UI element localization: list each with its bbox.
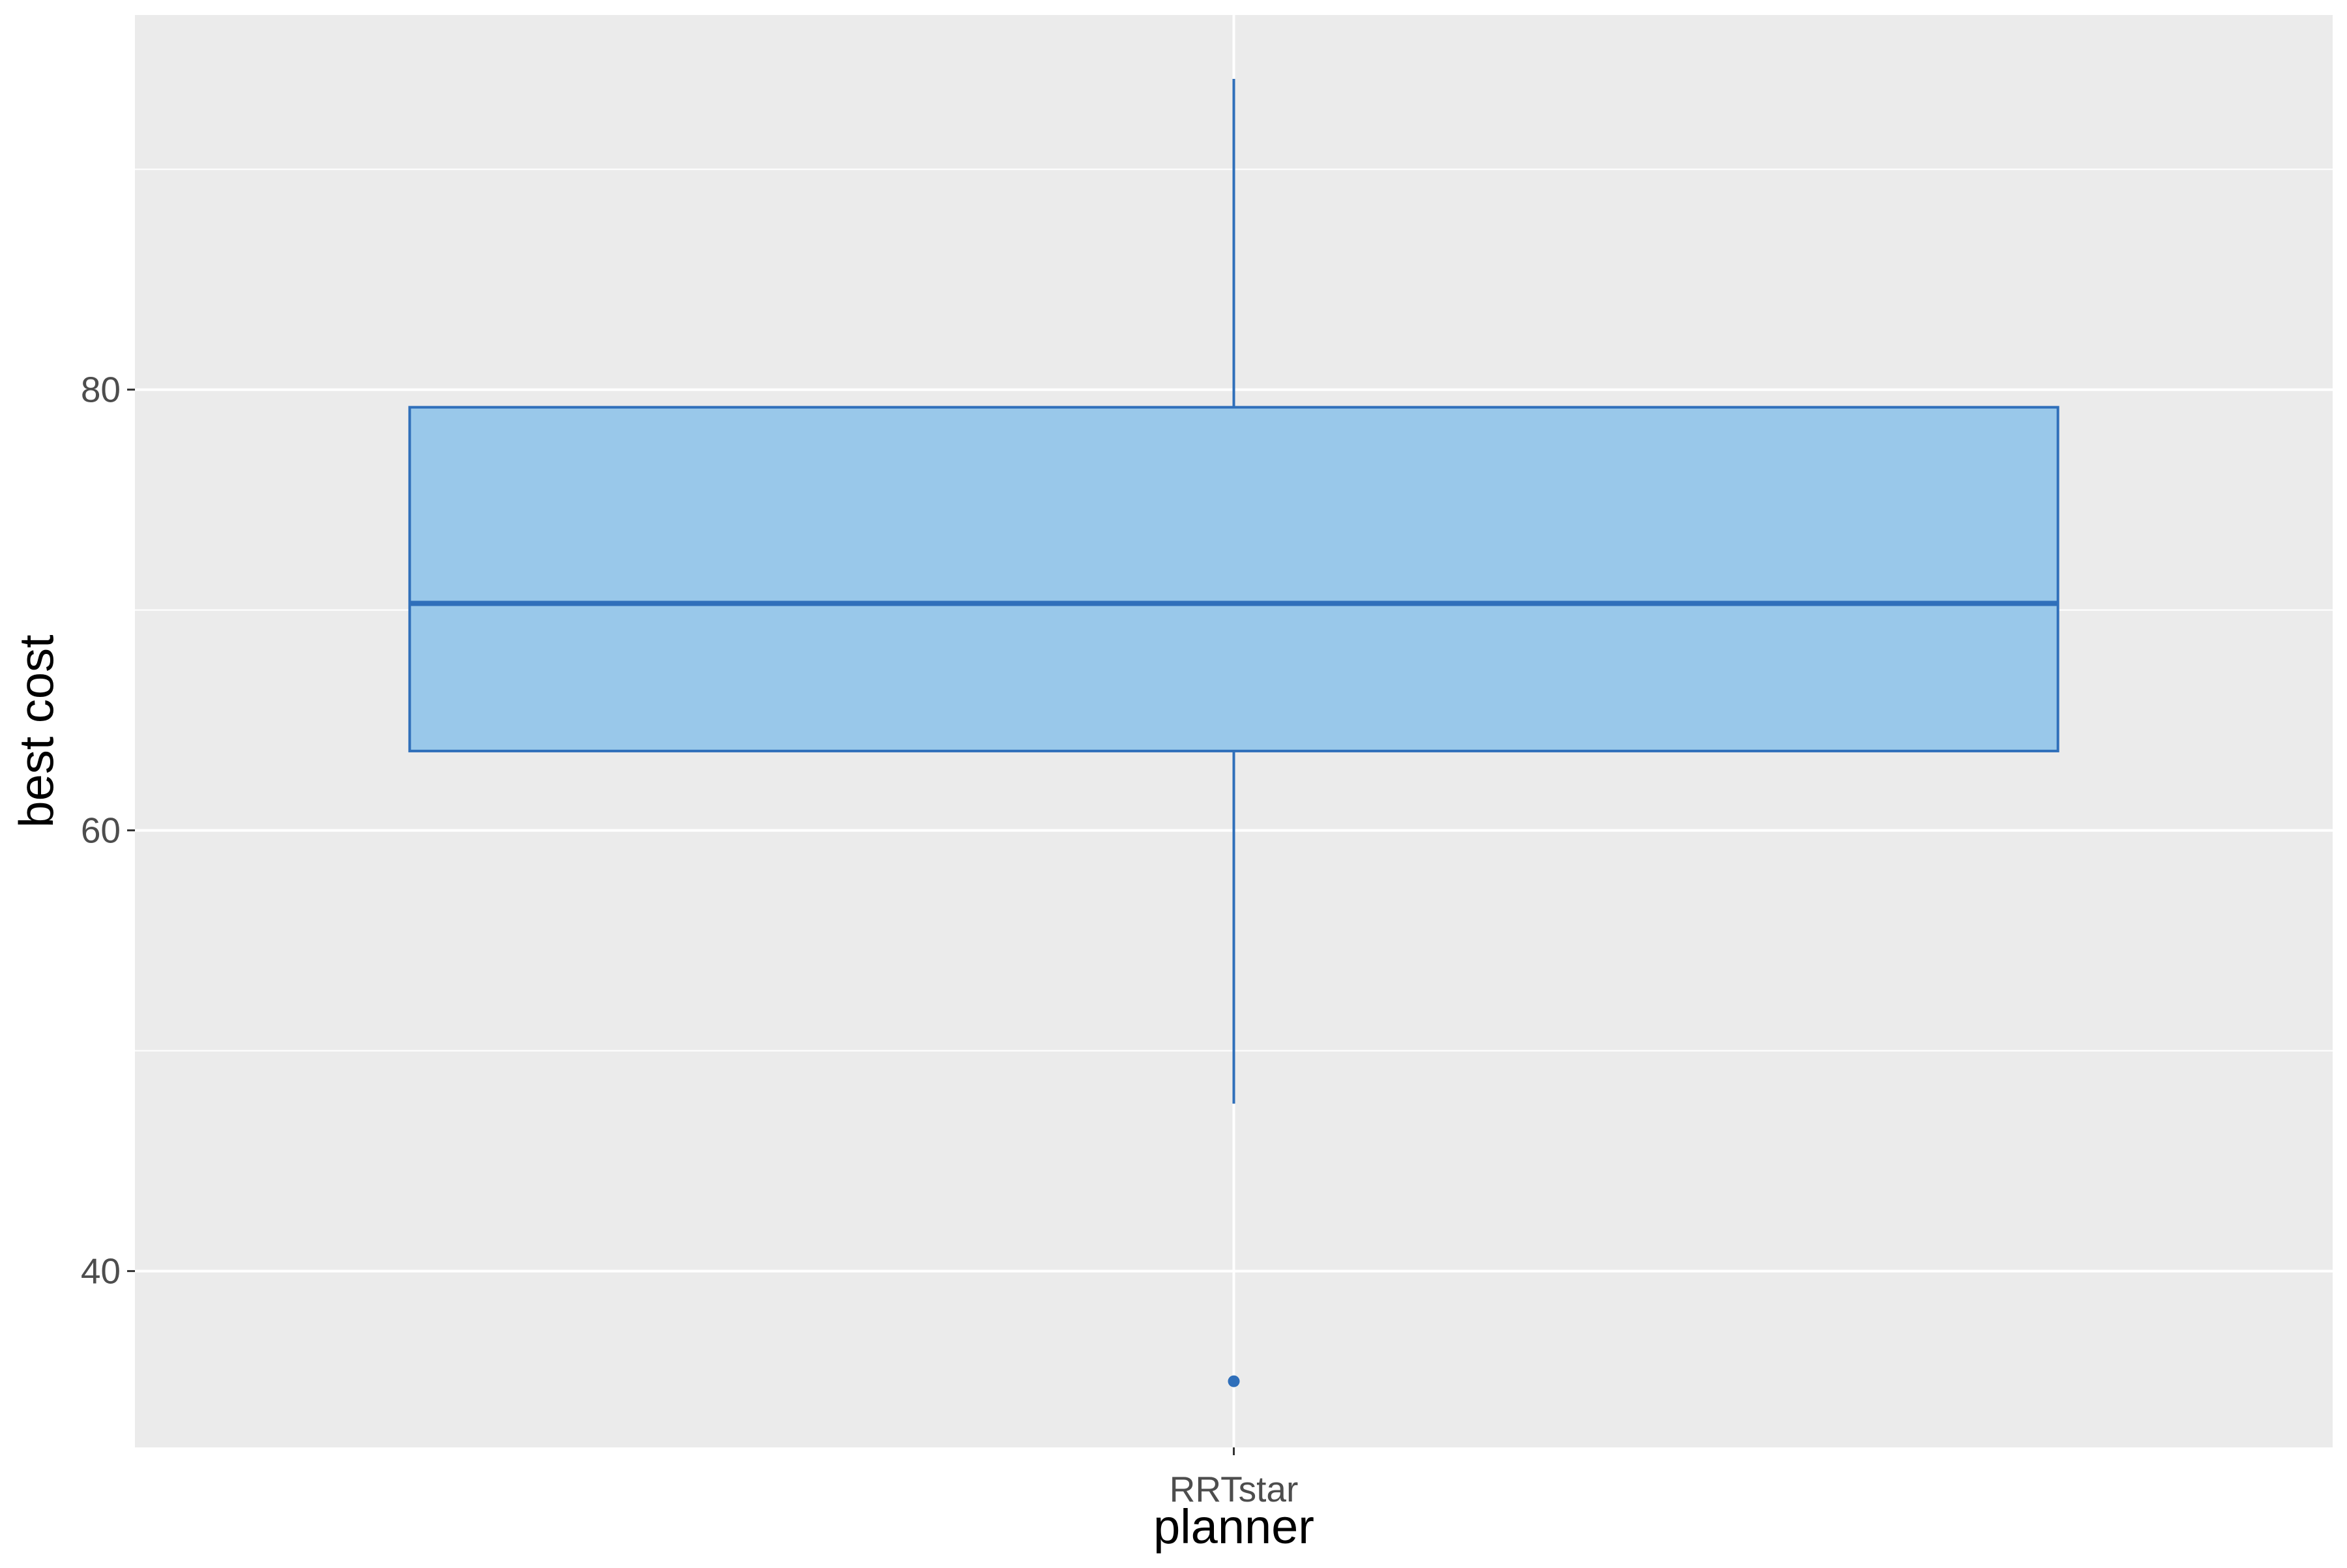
y-tick-label: 40 bbox=[81, 1251, 121, 1292]
x-axis: RRTstar bbox=[1170, 1447, 1299, 1509]
y-tick-label: 60 bbox=[81, 810, 121, 851]
y-axis: 40 60 80 bbox=[81, 370, 135, 1292]
boxplot-marks bbox=[408, 79, 2059, 1387]
outlier-point bbox=[1228, 1375, 1240, 1387]
x-axis-title: planner bbox=[1153, 1500, 1314, 1554]
x-tick-label: RRTstar bbox=[1170, 1469, 1299, 1509]
y-tick-label: 80 bbox=[81, 370, 121, 410]
iqr-box bbox=[408, 406, 2059, 752]
y-axis-title: best cost bbox=[10, 634, 64, 828]
